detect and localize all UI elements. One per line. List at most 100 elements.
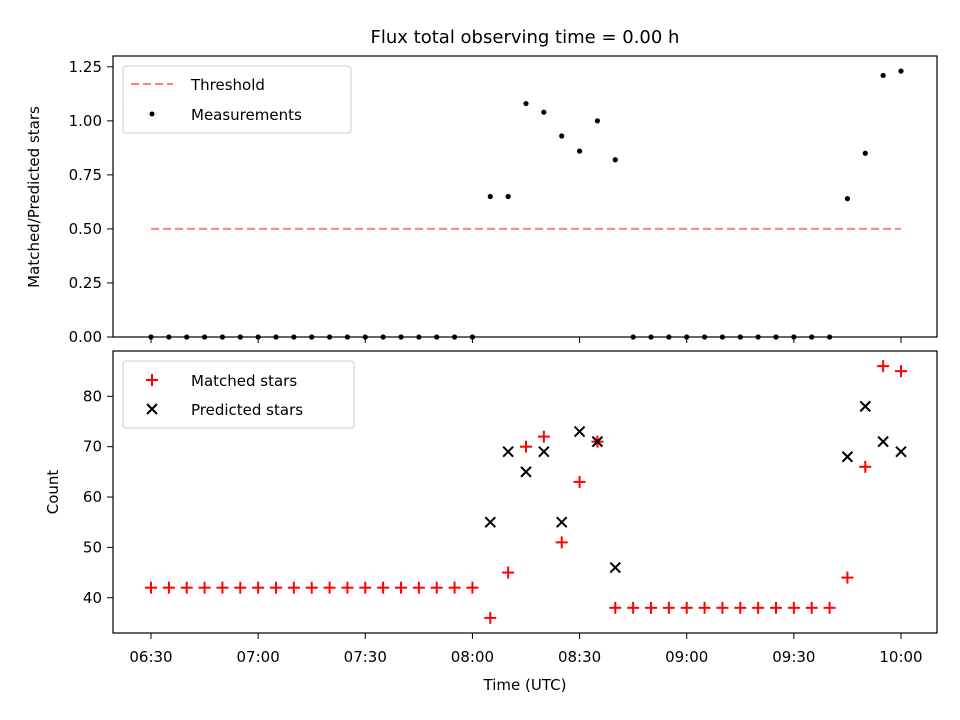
measurement-point (326, 334, 333, 340)
matched-star-point (305, 581, 318, 594)
threshold-legend-label: Threshold (190, 76, 265, 94)
xtick-label: 07:00 (237, 648, 280, 666)
measurement-point (166, 334, 172, 340)
measurement-point (255, 334, 261, 340)
matched-star-point (162, 581, 175, 594)
matched-star-point (698, 601, 711, 614)
measurement-point (273, 334, 279, 340)
matched-star-point (823, 601, 836, 614)
bottom-ytick-label: 50 (83, 538, 102, 556)
matched-star-point (359, 581, 372, 594)
matched-star-point (341, 581, 354, 594)
matched-star-point (841, 571, 854, 584)
xtick-label: 06:30 (129, 648, 172, 666)
xtick-label: 09:00 (665, 648, 708, 666)
matched-star-point (752, 601, 765, 614)
predicted-star-point (877, 435, 889, 448)
bottom-legend-box (122, 360, 355, 429)
predicted-star-point (556, 516, 568, 528)
chart-title: Flux total observing time = 0.00 h (371, 27, 680, 48)
top-legend: Threshold Measurements (122, 65, 352, 134)
bottom-ytick-label: 60 (83, 488, 102, 506)
measurement-point (684, 334, 690, 340)
measurement-point (862, 150, 868, 156)
top-ytick-label: 0.00 (69, 328, 102, 346)
measurement-point (826, 334, 833, 340)
matched-star-point (805, 601, 818, 614)
matched-star-point (145, 581, 157, 594)
bottom-ytick-label: 40 (83, 589, 102, 607)
measurement-point (416, 334, 422, 340)
top-plot-area (148, 68, 904, 340)
predicted-legend-label: Predicted stars (191, 401, 303, 419)
measurement-point (612, 157, 618, 163)
xtick-label: 07:30 (344, 648, 387, 666)
matched-star-point (859, 460, 872, 473)
predicted-star-point (502, 446, 514, 458)
measurement-point (737, 334, 743, 340)
measurement-point (309, 334, 315, 340)
measurement-point (576, 148, 583, 154)
top-ytick-label: 1.25 (69, 58, 102, 76)
top-y-ticks: 0.00 0.25 0.50 0.75 1.00 1.25 (69, 58, 113, 346)
top-ytick-label: 0.75 (69, 166, 102, 184)
predicted-star-point (538, 446, 550, 458)
matched-star-point (270, 581, 282, 594)
measurement-point (719, 334, 726, 340)
predicted-star-point (573, 425, 586, 438)
matched-star-point (234, 581, 247, 594)
top-legend-box (122, 65, 352, 134)
measurement-point (701, 334, 708, 340)
measurement-point (148, 334, 154, 340)
matched-star-point (412, 581, 425, 594)
matched-star-point (466, 581, 479, 594)
bottom-ytick-label: 70 (83, 438, 102, 456)
measurement-point (559, 133, 565, 139)
matched-star-point (537, 430, 550, 443)
matched-star-point (787, 601, 800, 614)
matched-star-point (770, 601, 782, 614)
top-x-ticks (150, 337, 902, 343)
bottom-y-ticks: 40 50 60 70 80 (83, 387, 113, 607)
xtick-label: 10:00 (879, 648, 922, 666)
measurement-point (434, 334, 440, 340)
matched-star-point (877, 360, 890, 373)
measurement-point (773, 334, 779, 340)
predicted-star-point (484, 516, 496, 528)
bottom-axes-frame (112, 350, 938, 634)
measurement-point (237, 334, 243, 340)
matched-star-point (716, 601, 729, 614)
measurement-point (666, 334, 672, 340)
matched-star-point (430, 581, 443, 594)
bottom-ytick-label: 80 (83, 387, 102, 405)
matched-star-point (662, 601, 675, 614)
matched-star-point (287, 581, 300, 594)
measurement-point (291, 334, 297, 340)
bottom-x-ticks: 06:30 07:00 07:30 08:00 08:30 09:00 09:30 10:00 (129, 633, 923, 666)
predicted-legend-marker (146, 403, 158, 415)
measurement-point (523, 100, 529, 107)
measurement-point (844, 196, 851, 202)
measurement-point (809, 334, 815, 340)
measurements-legend-marker (149, 111, 155, 117)
matched-star-point (895, 365, 907, 378)
matched-star-point (734, 601, 747, 614)
predicted-star-point (859, 400, 871, 413)
bottom-plot-area (145, 360, 907, 624)
matched-star-point (180, 581, 193, 594)
predicted-star-point (609, 561, 621, 574)
measurements-legend-label: Measurements (191, 106, 302, 124)
matched-star-point (377, 581, 390, 594)
predicted-star-point (841, 451, 854, 463)
measurement-point (219, 334, 226, 340)
measurement-point (398, 334, 404, 340)
matched-star-point (627, 601, 640, 614)
top-axes-frame (112, 55, 938, 338)
bottom-y-axis-label: Count (44, 470, 62, 515)
matched-star-point (573, 475, 586, 488)
top-ytick-label: 0.50 (69, 220, 102, 238)
xtick-label: 09:30 (772, 648, 815, 666)
top-y-axis-label: Matched/Predicted stars (25, 106, 43, 288)
matched-star-point (502, 566, 515, 579)
